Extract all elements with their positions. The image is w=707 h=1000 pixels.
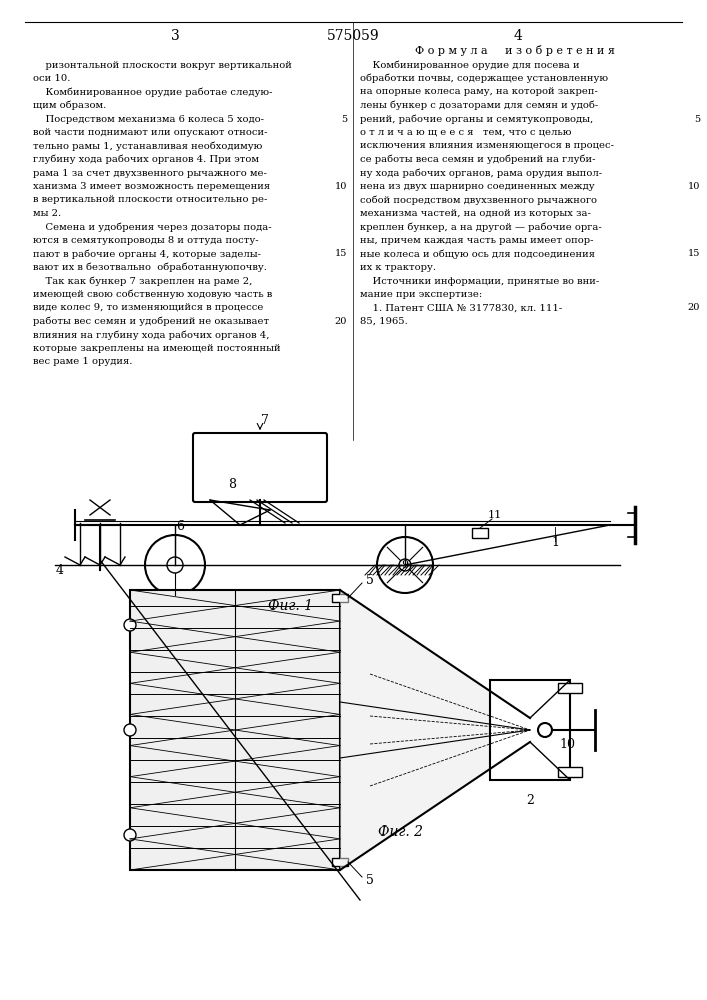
- Circle shape: [124, 724, 136, 736]
- Circle shape: [124, 619, 136, 631]
- Text: Фиг. 2: Фиг. 2: [378, 825, 423, 839]
- Circle shape: [377, 537, 433, 593]
- Text: имеющей свою собственную ходовую часть в: имеющей свою собственную ходовую часть в: [33, 290, 272, 299]
- Text: мы 2.: мы 2.: [33, 209, 61, 218]
- Text: о т л и ч а ю щ е е с я   тем, что с целью: о т л и ч а ю щ е е с я тем, что с целью: [360, 128, 571, 137]
- Text: 3: 3: [170, 29, 180, 43]
- Text: 4: 4: [513, 29, 522, 43]
- Text: которые закреплены на имеющей постоянный: которые закреплены на имеющей постоянный: [33, 344, 281, 353]
- Text: вают их в безотвально  обработаннуюпочву.: вают их в безотвально обработаннуюпочву.: [33, 263, 267, 272]
- Text: механизма частей, на одной из которых за-: механизма частей, на одной из которых за…: [360, 209, 591, 218]
- Text: вой части поднимают или опускают относи-: вой части поднимают или опускают относи-: [33, 128, 267, 137]
- Text: 10: 10: [334, 182, 347, 191]
- Text: 20: 20: [688, 304, 700, 312]
- Text: 5: 5: [366, 874, 374, 886]
- Bar: [130, 590, 340, 870]
- Text: 575059: 575059: [327, 29, 380, 43]
- Text: ются в семятукопроводы 8 и оттуда посту-: ются в семятукопроводы 8 и оттуда посту-: [33, 236, 259, 245]
- Text: рама 1 за счет двухзвенного рычажного ме-: рама 1 за счет двухзвенного рычажного ме…: [33, 168, 267, 178]
- Text: 2: 2: [526, 794, 534, 806]
- Text: Комбинированное орудие работае следую-: Комбинированное орудие работае следую-: [33, 87, 272, 97]
- Text: 20: 20: [334, 317, 347, 326]
- Circle shape: [399, 559, 411, 571]
- Text: 9: 9: [402, 560, 409, 570]
- Text: оси 10.: оси 10.: [33, 74, 71, 83]
- Text: рений, рабочие органы и семятукопроводы,: рений, рабочие органы и семятукопроводы,: [360, 114, 593, 124]
- Text: Посредством механизма 6 колеса 5 ходо-: Посредством механизма 6 колеса 5 ходо-: [33, 114, 264, 123]
- Text: исключения влияния изменяющегося в процес-: исключения влияния изменяющегося в проце…: [360, 141, 614, 150]
- Text: 10: 10: [559, 738, 575, 752]
- Text: се работы веса семян и удобрений на глуби-: се работы веса семян и удобрений на глуб…: [360, 155, 595, 164]
- Text: 15: 15: [688, 249, 700, 258]
- Bar: [558, 683, 582, 693]
- Text: Источники информации, принятые во вни-: Источники информации, принятые во вни-: [360, 276, 600, 286]
- Polygon shape: [340, 590, 530, 870]
- Text: на опорные колеса раму, на которой закреп-: на опорные колеса раму, на которой закре…: [360, 88, 598, 97]
- Text: 8: 8: [228, 479, 236, 491]
- Text: собой посредством двухзвенного рычажного: собой посредством двухзвенного рычажного: [360, 195, 597, 205]
- Text: ны, причем каждая часть рамы имеет опор-: ны, причем каждая часть рамы имеет опор-: [360, 236, 593, 245]
- Text: в вертикальной плоскости относительно ре-: в вертикальной плоскости относительно ре…: [33, 196, 267, 205]
- Text: 1. Патент США № 3177830, кл. 111-: 1. Патент США № 3177830, кл. 111-: [360, 304, 562, 312]
- Text: вес раме 1 орудия.: вес раме 1 орудия.: [33, 358, 132, 366]
- Text: Семена и удобрения через дозаторы пода-: Семена и удобрения через дозаторы пода-: [33, 222, 271, 232]
- Text: Ф о р м у л а     и з о б р е т е н и я: Ф о р м у л а и з о б р е т е н и я: [415, 44, 615, 55]
- Text: нена из двух шарнирно соединенных между: нена из двух шарнирно соединенных между: [360, 182, 595, 191]
- Text: глубину хода рабочих органов 4. При этом: глубину хода рабочих органов 4. При этом: [33, 155, 259, 164]
- Text: 1: 1: [551, 536, 559, 550]
- Text: 6: 6: [176, 520, 184, 534]
- Text: Комбинированное орудие для посева и: Комбинированное орудие для посева и: [360, 60, 580, 70]
- Text: ханизма 3 имеет возможность перемещения: ханизма 3 имеет возможность перемещения: [33, 182, 270, 191]
- Circle shape: [538, 723, 552, 737]
- Bar: [490, 680, 570, 780]
- Text: их к трактору.: их к трактору.: [360, 263, 436, 272]
- Bar: [332, 594, 348, 602]
- Text: лены бункер с дозаторами для семян и удоб-: лены бункер с дозаторами для семян и удо…: [360, 101, 598, 110]
- Text: тельно рамы 1, устанавливая необходимую: тельно рамы 1, устанавливая необходимую: [33, 141, 262, 151]
- Text: пают в рабочие органы 4, которые заделы-: пают в рабочие органы 4, которые заделы-: [33, 249, 261, 259]
- Text: 5: 5: [341, 114, 347, 123]
- Text: ные колеса и общую ось для подсоединения: ные колеса и общую ось для подсоединения: [360, 249, 595, 259]
- Text: ну хода рабочих органов, рама орудия выпол-: ну хода рабочих органов, рама орудия вып…: [360, 168, 602, 178]
- Text: работы вес семян и удобрений не оказывает: работы вес семян и удобрений не оказывае…: [33, 317, 269, 326]
- Text: ризонтальной плоскости вокруг вертикальной: ризонтальной плоскости вокруг вертикальн…: [33, 60, 292, 70]
- Text: обработки почвы, содержащее установленную: обработки почвы, содержащее установленну…: [360, 74, 608, 83]
- Text: 10: 10: [688, 182, 700, 191]
- Circle shape: [124, 829, 136, 841]
- Text: 4: 4: [56, 564, 64, 576]
- Circle shape: [145, 535, 205, 595]
- Text: 85, 1965.: 85, 1965.: [360, 317, 408, 326]
- Bar: [558, 767, 582, 777]
- Bar: [472, 528, 488, 538]
- Text: Так как бункер 7 закреплен на раме 2,: Так как бункер 7 закреплен на раме 2,: [33, 276, 252, 286]
- Circle shape: [167, 557, 183, 573]
- Text: 5: 5: [366, 574, 374, 586]
- Text: влияния на глубину хода рабочих органов 4,: влияния на глубину хода рабочих органов …: [33, 330, 269, 340]
- Text: 5: 5: [694, 114, 700, 123]
- Text: виде колес 9, то изменяющийся в процессе: виде колес 9, то изменяющийся в процессе: [33, 304, 264, 312]
- Text: мание при экспертизе:: мание при экспертизе:: [360, 290, 482, 299]
- Text: Фиг. 1: Фиг. 1: [267, 599, 312, 613]
- Text: 7: 7: [261, 414, 269, 428]
- Text: щим образом.: щим образом.: [33, 101, 106, 110]
- Text: креплен бункер, а на другой — рабочие орга-: креплен бункер, а на другой — рабочие ор…: [360, 222, 602, 232]
- FancyBboxPatch shape: [193, 433, 327, 502]
- Text: 11: 11: [488, 510, 502, 520]
- Text: 15: 15: [334, 249, 347, 258]
- Bar: [332, 858, 348, 866]
